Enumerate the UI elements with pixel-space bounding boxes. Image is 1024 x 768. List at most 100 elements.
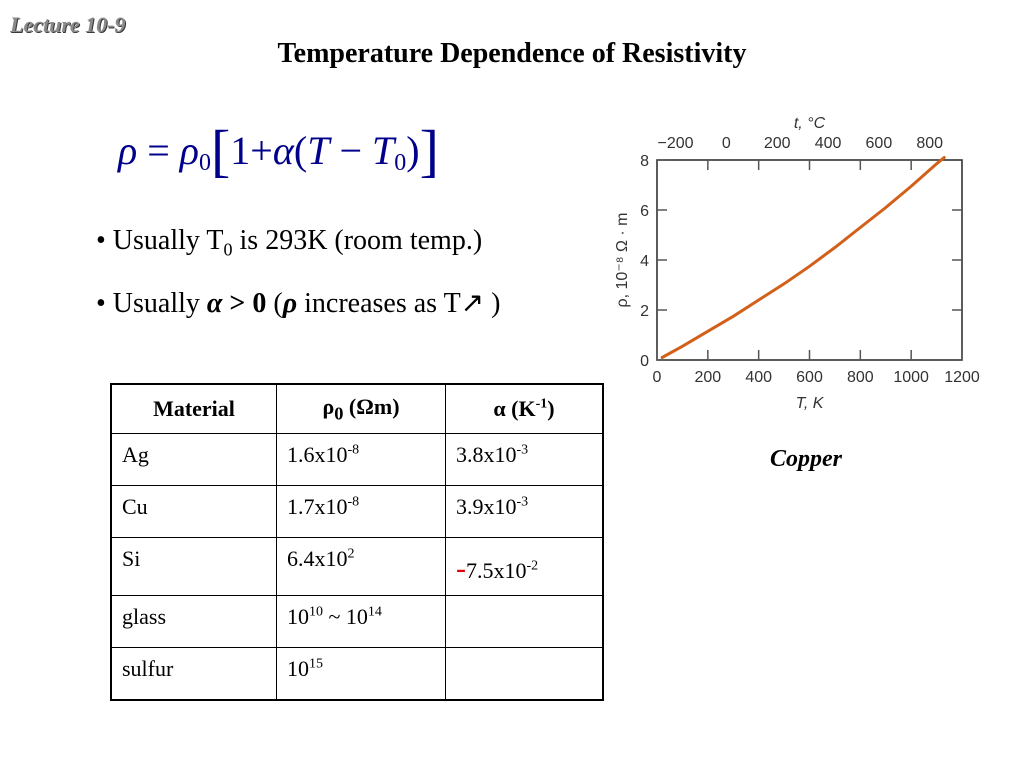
formula-T0-sub: 0	[394, 150, 407, 176]
x-tick-label: 200	[694, 369, 721, 386]
formula-right-bracket: ]	[419, 118, 439, 183]
bullet2-post: increases as T	[297, 288, 461, 319]
x2-axis-label: t, °C	[794, 115, 826, 132]
y-tick-label: 8	[640, 153, 649, 170]
header-rho0-unit: (Ωm)	[343, 393, 400, 419]
cell-rho-exp: 2	[347, 546, 355, 562]
lecture-tag: Lecture 10-9	[10, 12, 126, 37]
x-tick-label: 1000	[893, 369, 929, 386]
chart-layer: 0 200 400 600 800 1000 1200 0 2 4 6 8 −200 0 200 400 600…	[614, 115, 980, 412]
cell-alpha-base: 3.8x10	[456, 442, 517, 467]
x-tick-label: 600	[796, 369, 823, 386]
cell-alpha-base: 3.9x10	[456, 494, 517, 519]
header-alpha-sym: α	[493, 396, 506, 421]
header-alpha: α (K-1)	[445, 383, 604, 434]
formula-minus: −	[339, 128, 362, 173]
formula-rho: ρ	[118, 128, 138, 173]
bullet2-pre: • Usually	[96, 288, 207, 319]
resistivity-formula: ρ = ρ0[1+α(T − T0)]	[118, 122, 439, 180]
bullet2-rho: ρ	[282, 288, 298, 319]
cell-alpha-base: 7.5x10	[466, 558, 527, 583]
x-axis-label: T, K	[796, 395, 825, 412]
cell-material: glass	[110, 595, 277, 648]
cell-alpha-sign: -	[456, 552, 466, 585]
formula-one: 1	[230, 128, 251, 173]
table-row: Cu 1.7x10-8 3.9x10-3	[110, 485, 604, 538]
header-rho0-sym: ρ	[322, 393, 335, 419]
bullet2-alpha: α	[206, 288, 223, 319]
cell-alpha	[445, 647, 604, 700]
cell-alpha: -7.5x10-2	[445, 537, 604, 596]
cell-rho-exp2: 14	[367, 604, 382, 620]
x2-tick-label: 600	[866, 135, 893, 152]
header-alpha-unit: (K	[505, 396, 536, 421]
cell-rho: 6.4x102	[276, 537, 446, 596]
cell-alpha-exp: -2	[526, 558, 539, 574]
table-row: glass 1010 ~ 1014	[110, 595, 604, 648]
cell-rho-base: 10	[287, 604, 309, 629]
y-tick-label: 0	[640, 353, 649, 370]
cell-rho: 1.7x10-8	[276, 485, 446, 538]
formula-right-paren: )	[406, 128, 420, 173]
x2-tick-label: 0	[722, 135, 731, 152]
header-alpha-exp: -1	[535, 396, 548, 412]
bullet2-open: (	[266, 288, 283, 319]
y-tick-label: 2	[640, 303, 649, 320]
x-tick-label: 0	[653, 369, 662, 386]
cell-alpha-exp: -3	[516, 442, 529, 458]
cell-alpha	[445, 595, 604, 648]
cell-material: sulfur	[110, 647, 277, 700]
slide-title: Temperature Dependence of Resistivity	[277, 38, 747, 69]
cell-rho-exp: -8	[347, 442, 360, 458]
table-row: Si 6.4x102 -7.5x10-2	[110, 537, 604, 596]
cell-alpha: 3.9x10-3	[445, 485, 604, 538]
cell-material: Cu	[110, 485, 277, 538]
increase-arrow-icon: ↗	[460, 288, 485, 319]
bullet-room-temp: • Usually T0 is 293K (room temp.)	[96, 225, 482, 261]
cell-rho: 1010 ~ 1014	[276, 595, 446, 648]
formula-alpha: α	[272, 128, 294, 173]
chart-caption: Copper	[770, 446, 842, 472]
cell-rho-exp: 10	[309, 604, 323, 620]
cell-rho-base: 6.4x10	[287, 546, 348, 571]
bullet1-post: is 293K (room temp.)	[232, 225, 483, 256]
formula-plus: +	[250, 128, 273, 173]
formula-rho0: ρ	[179, 128, 199, 173]
formula-left-paren: (	[293, 128, 308, 173]
copper-resistivity-curve	[660, 156, 946, 359]
bullet2-close: )	[484, 288, 501, 319]
cell-alpha-exp: -3	[516, 494, 529, 510]
x2-tick-label: −200	[658, 135, 694, 152]
x-tick-label: 1200	[944, 369, 980, 386]
cell-rho-mid: ~ 10	[323, 604, 368, 629]
cell-rho: 1015	[276, 647, 446, 700]
y-tick-label: 4	[640, 253, 649, 270]
cell-rho-exp: 15	[309, 656, 323, 672]
cell-rho-exp: -8	[347, 494, 360, 510]
cell-rho-base: 10	[287, 656, 309, 681]
x2-tick-label: 400	[815, 135, 842, 152]
cell-material: Si	[110, 537, 277, 596]
header-material: Material	[110, 383, 277, 434]
header-rho0-sub: 0	[334, 403, 344, 424]
cell-alpha: 3.8x10-3	[445, 433, 604, 486]
cell-material: Ag	[110, 433, 277, 486]
header-rho0: ρ0 (Ωm)	[276, 383, 446, 434]
plot-frame	[656, 159, 963, 361]
x-tick-label: 400	[745, 369, 772, 386]
formula-equals: =	[147, 128, 170, 173]
bullet2-gt-zero: > 0	[222, 288, 267, 319]
cell-rho-base: 1.6x10	[287, 442, 348, 467]
table-header-row: Material ρ0 (Ωm) α (K-1)	[110, 383, 604, 434]
x2-tick-label: 200	[764, 135, 791, 152]
x-tick-label: 800	[847, 369, 874, 386]
bullet1-pre: • Usually T	[96, 225, 224, 256]
resistivity-table: Material ρ0 (Ωm) α (K-1) Ag 1.6x10-8 3.8…	[110, 383, 604, 701]
formula-T: T	[307, 128, 330, 173]
bullet-alpha-positive: • Usually α > 0 (ρ increases as T↗ )	[96, 286, 500, 320]
copper-resistivity-chart: 0 200 400 600 800 1000 1200 0 2 4 6 8 −200 0 200 400 600…	[614, 115, 980, 412]
cell-rho-base: 1.7x10	[287, 494, 348, 519]
table-row: sulfur 1015	[110, 647, 604, 700]
y-tick-label: 6	[640, 203, 649, 220]
bullet1-sub: 0	[223, 239, 233, 260]
